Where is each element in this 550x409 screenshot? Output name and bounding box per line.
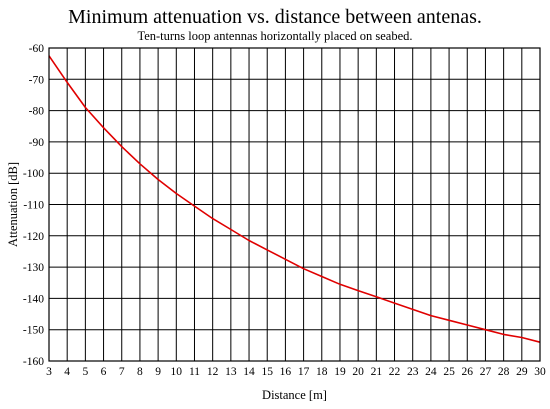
x-tick-label: 26 <box>462 366 474 378</box>
x-tick-label: 5 <box>82 366 88 378</box>
x-tick-label: 19 <box>334 366 346 378</box>
x-tick-label: 27 <box>480 366 492 378</box>
x-tick-label: 20 <box>352 366 364 378</box>
y-tick-label: -140 <box>23 293 44 305</box>
chart-title: Minimum attenuation vs. distance between… <box>68 6 482 28</box>
x-tick-label: 8 <box>137 366 143 378</box>
x-tick-label: 7 <box>119 366 125 378</box>
y-tick-label: -110 <box>23 200 44 212</box>
x-tick-label: 6 <box>101 366 107 378</box>
series-group <box>48 55 541 343</box>
y-tick-label: -160 <box>23 356 44 368</box>
y-tick-label: -90 <box>29 137 45 149</box>
x-tick-label: 13 <box>225 366 237 378</box>
x-tick-label: 18 <box>316 366 328 378</box>
x-tick-label: 29 <box>516 366 528 378</box>
x-tick-label: 14 <box>243 366 255 378</box>
x-tick-label: 30 <box>534 366 546 378</box>
x-tick-label: 22 <box>389 366 401 378</box>
x-tick-label: 24 <box>425 366 437 378</box>
y-tick-label: -150 <box>23 325 44 337</box>
x-axis-label: Distance [m] <box>262 388 327 402</box>
x-tick-label: 16 <box>280 366 292 378</box>
y-tick-labels: -60 -70 -80 -90 -100 -110 -120 -130 -140 -150 -160 <box>23 43 44 368</box>
y-axis-label: Attenuation [dB] <box>6 162 20 247</box>
x-tick-label: 9 <box>155 366 161 378</box>
y-tick-label: -130 <box>23 262 44 274</box>
x-tick-label: 10 <box>171 366 183 378</box>
x-tick-label: 21 <box>371 366 383 378</box>
attenuation-curve <box>48 55 541 343</box>
chart-subtitle: Ten-turns loop antennas horizontally pla… <box>137 29 413 43</box>
y-tick-label: -100 <box>23 168 44 180</box>
x-tick-label: 17 <box>298 366 310 378</box>
x-tick-label: 12 <box>207 366 219 378</box>
y-tick-label: -60 <box>29 43 45 55</box>
x-tick-label: 15 <box>261 366 273 378</box>
grid <box>48 47 541 362</box>
plot-frame <box>48 47 541 362</box>
x-tick-label: 25 <box>443 366 455 378</box>
x-tick-label: 4 <box>64 366 70 378</box>
y-tick-label: -70 <box>29 74 45 86</box>
x-tick-labels: 3 4 5 6 7 8 9 10 11 12 13 14 15 16 17 18 19 20 21 22 23 24 25 2… <box>46 366 546 378</box>
y-tick-label: -120 <box>23 231 44 243</box>
x-tick-label: 28 <box>498 366 510 378</box>
x-tick-label: 3 <box>46 366 52 378</box>
x-tick-label: 11 <box>189 366 200 378</box>
x-tick-label: 23 <box>407 366 419 378</box>
y-tick-label: -80 <box>29 106 45 118</box>
